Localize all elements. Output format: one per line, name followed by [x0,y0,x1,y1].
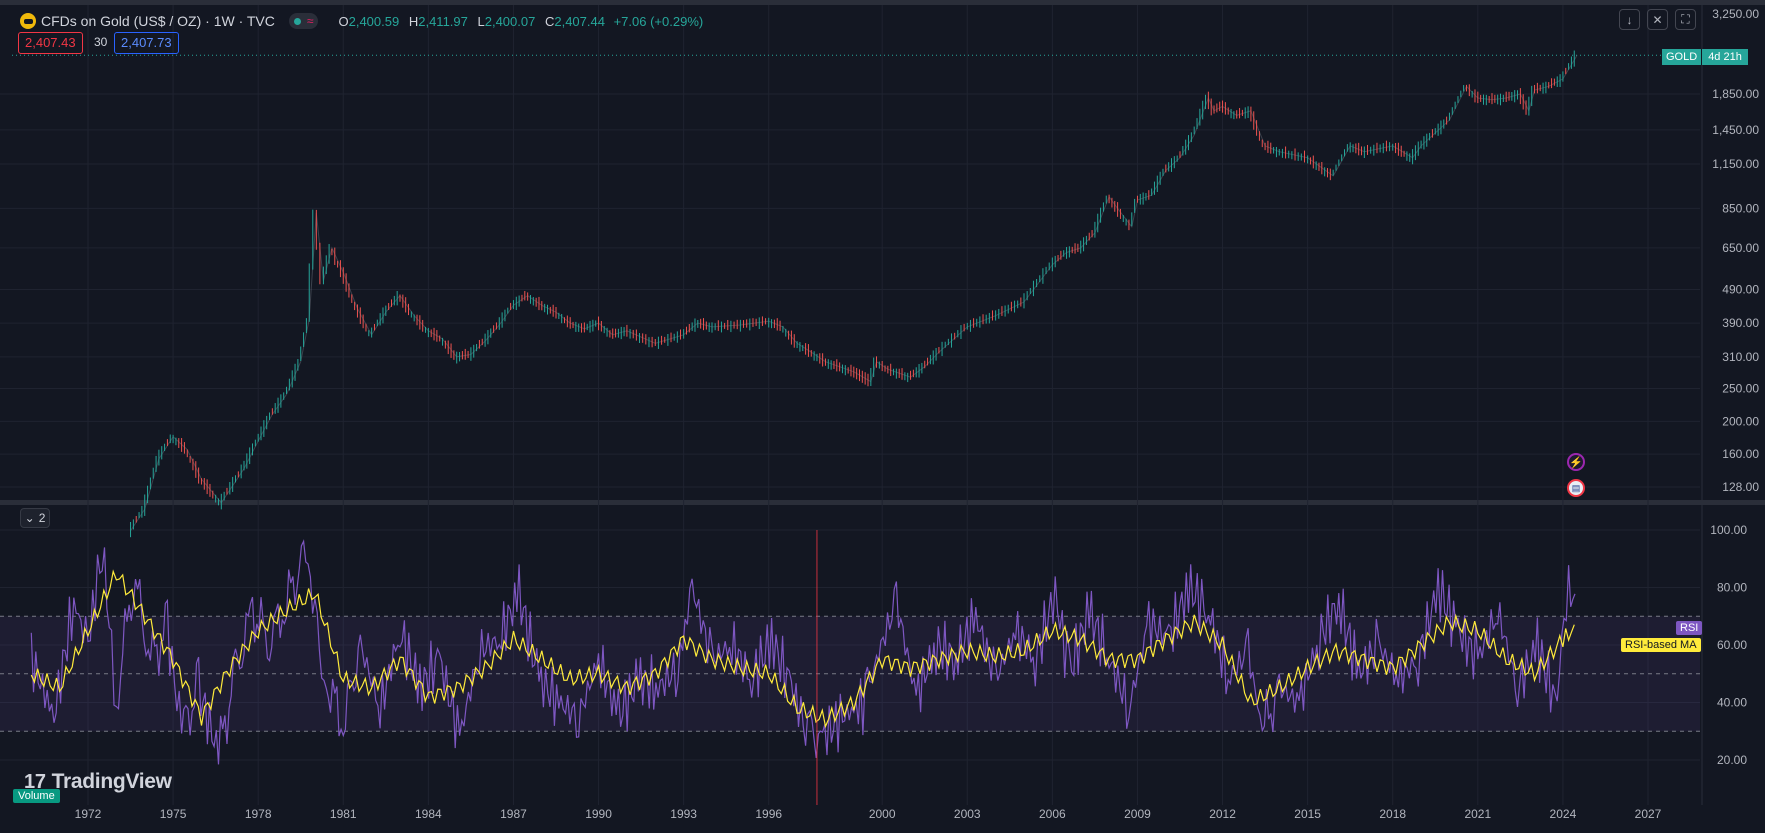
price-tick-label: 490.00 [1722,282,1759,296]
high-label: H [408,13,419,29]
spread-value: 30 [94,35,108,49]
buy-price-button[interactable]: 2,407.73 [114,32,179,54]
x-tick-label: 2012 [1209,807,1236,821]
change-value: +7.06 (+0.29%) [613,13,704,29]
volume-label[interactable]: Volume [13,789,60,803]
market-status[interactable]: ≈ [288,13,319,29]
market-open-icon [293,17,301,25]
rsi-panel [0,530,1700,805]
x-tick-label: 2015 [1294,807,1321,821]
bar-countdown: 4d 21h [1702,49,1748,65]
x-tick-label: 1975 [160,807,187,821]
x-tick-label: 2021 [1464,807,1491,821]
axes: 1972 1975 1978 1981 1984 1987 1990 1993 1996 2000… [75,7,1760,821]
rsi-value-tag: RSI [1676,621,1703,635]
x-tick-label: 1996 [755,807,782,821]
open-label: O [338,13,349,29]
x-tick-label: 1987 [500,807,527,821]
fullscreen-icon[interactable]: ⛶ [1675,9,1696,30]
price-tick-label: 3,250.00 [1712,7,1759,21]
price-tick-label: 1,850.00 [1712,87,1759,101]
price-tick-label: 850.00 [1722,201,1759,215]
ohlc-values: O2,400.59 H2,411.97 L2,400.07 C2,407.44 … [332,14,703,29]
low-value: 2,400.07 [484,13,536,29]
x-tick-label: 2027 [1635,807,1662,821]
symbol-title[interactable]: CFDs on Gold (US$ / OZ) · 1W · TVC [41,13,275,29]
indicator-count: 2 [38,511,46,525]
price-tick-label: 250.00 [1722,381,1759,395]
x-tick-label: 2018 [1379,807,1406,821]
us-flag-event-icon[interactable]: ▤ [1567,479,1585,497]
rsi-tick-label: 60.00 [1717,638,1747,652]
gold-label: GOLD [1662,49,1703,65]
x-tick-label: 1981 [330,807,357,821]
price-tick-label: 650.00 [1722,241,1759,255]
rsi-tick-label: 20.00 [1717,753,1747,767]
x-tick-label: 1984 [415,807,442,821]
tradingview-mark-icon: 17 [24,770,46,793]
x-tick-label: 1990 [585,807,612,821]
sell-price-button[interactable]: 2,407.43 [18,32,83,54]
price-tick-label: 128.00 [1722,480,1759,494]
x-tick-label: 1972 [75,807,102,821]
tradingview-text: TradingView [51,770,172,793]
price-tick-label: 1,450.00 [1712,123,1759,137]
chart-header: CFDs on Gold (US$ / OZ) · 1W · TVC ≈ O2,… [20,11,703,31]
x-tick-label: 1978 [245,807,272,821]
rsi-ma-value-tag: RSI-based MA [1621,638,1701,652]
price-tick-label: 390.00 [1722,316,1759,330]
indicator-panel-toggle[interactable]: ⌄ 2 [20,508,50,528]
open-value: 2,400.59 [348,13,400,29]
x-tick-label: 2003 [954,807,981,821]
close-value: 2,407.44 [554,13,605,29]
tradingview-logo[interactable]: 17 TradingView [24,770,172,794]
price-series [12,50,1700,538]
x-tick-label: 2009 [1124,807,1151,821]
x-tick-label: 1993 [670,807,697,821]
top-border [0,0,1765,5]
close-label: C [544,13,555,29]
data-wave-icon: ≈ [306,14,314,28]
x-tick-label: 2000 [869,807,896,821]
low-label: L [477,13,485,29]
x-tick-label: 2006 [1039,807,1066,821]
rsi-tick-label: 40.00 [1717,696,1747,710]
x-tick-label: 2024 [1550,807,1577,821]
price-tick-label: 200.00 [1722,414,1759,428]
collapse-icon[interactable]: ✕ [1647,9,1668,30]
rsi-tick-label: 100.00 [1710,523,1747,537]
grid [0,5,1765,805]
arrow-down-icon[interactable]: ↓ [1619,9,1640,30]
chevron-down-icon: ⌄ [24,511,35,525]
price-tick-label: 1,150.00 [1712,157,1759,171]
rsi-ma-line [30,569,1575,729]
flash-event-icon[interactable]: ⚡ [1567,453,1585,471]
price-tick-label: 160.00 [1722,447,1759,461]
gold-symbol-icon[interactable] [20,13,36,29]
price-tick-label: 310.00 [1722,350,1759,364]
last-price-tag: GOLD 4d 21h [1662,49,1748,65]
price-path [130,54,1578,532]
rsi-tick-label: 80.00 [1717,581,1747,595]
high-value: 2,411.97 [418,13,468,29]
